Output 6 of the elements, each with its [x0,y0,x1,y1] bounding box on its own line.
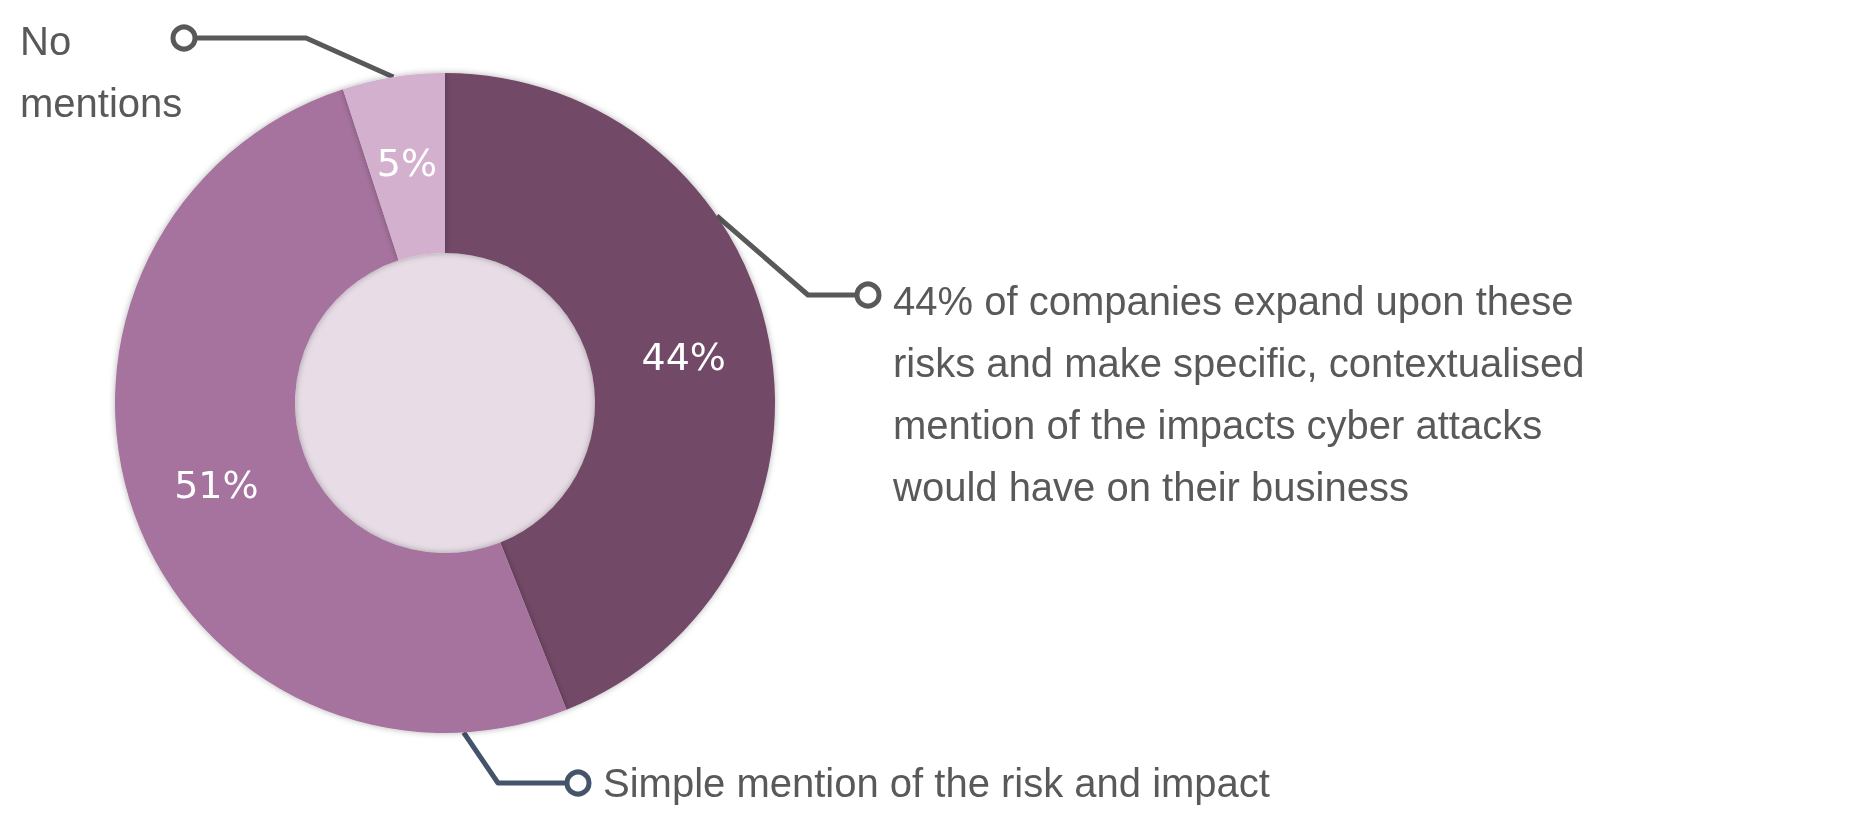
slice-label: Simple mention of the risk and impact [603,761,1270,805]
slice-label: No mentions [20,19,183,125]
data-label: 51% [174,463,259,508]
data-label: 5% [376,140,438,185]
data-label: 44% [641,335,726,380]
slice-label: 44% of companies expand upon these risks and make specific, contextualised mention of the impacts cyber attacks would have on their business [892,279,1596,509]
